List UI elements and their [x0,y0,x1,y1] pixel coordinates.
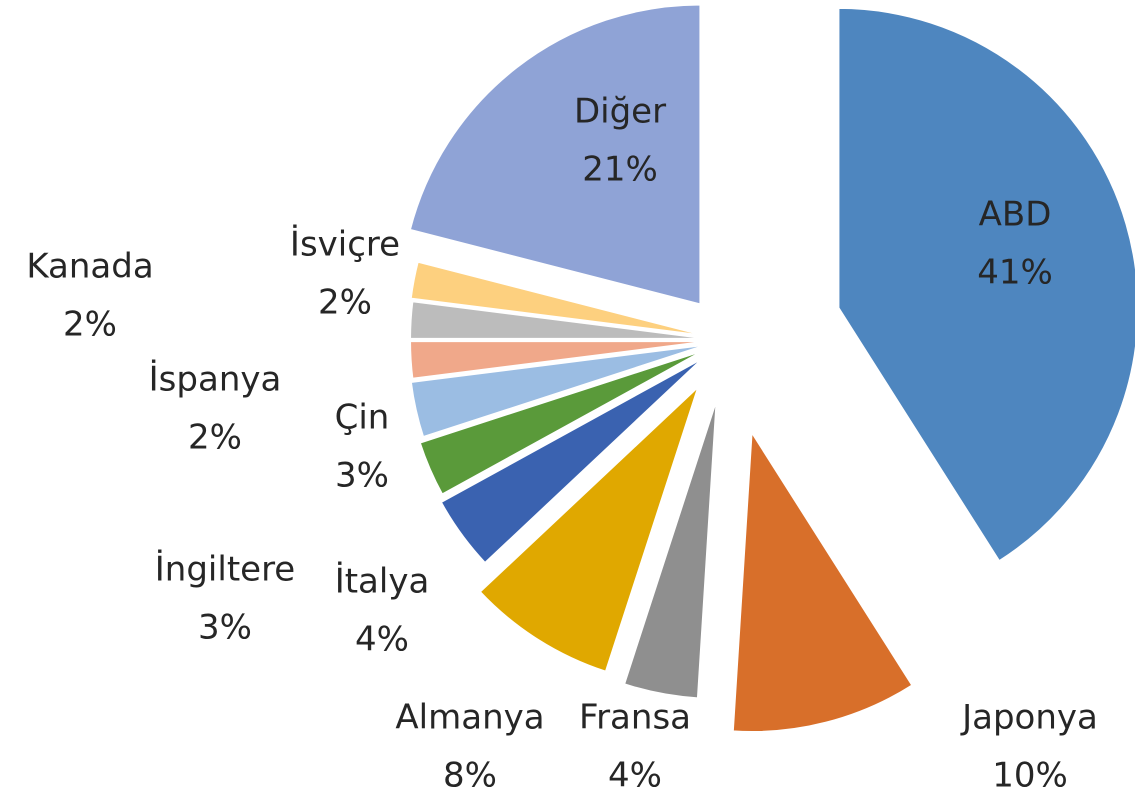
slice-label: Çin [335,398,390,438]
slice-value-label: 41% [977,253,1053,293]
pie-slice [409,260,709,338]
pie-slice [478,385,700,674]
pie-slice [408,3,702,306]
pie-slice [409,343,709,439]
slice-value-label: 3% [198,608,252,648]
pie-slice [731,428,914,733]
pie-slice [439,356,705,565]
slice-label: Japonya [960,698,1098,738]
slice-label: Kanada [26,247,153,287]
pie-slice [622,398,718,700]
slice-label: Diğer [574,92,666,132]
slice-label: ABD [979,195,1052,235]
slice-value-label: 8% [443,756,497,796]
slice-value-label: 2% [63,305,117,345]
slice-value-label: 3% [335,456,389,496]
slice-value-label: 21% [582,150,658,190]
pie-slice [409,340,711,380]
slice-label: İspanya [149,360,282,400]
slice-label: İngiltere [155,550,295,590]
pie-slice [409,300,711,340]
slice-value-label: 2% [318,283,372,323]
slice-label: Fransa [579,698,691,738]
slice-value-label: 4% [608,756,662,796]
slice-label: İtalya [335,562,430,602]
pie-slice [418,348,706,496]
slice-value-label: 10% [992,756,1068,796]
pie-slice [837,6,1135,563]
slice-label: Almanya [395,698,544,738]
slice-value-label: 4% [355,620,409,660]
slice-value-label: 2% [188,418,242,458]
slice-label: İsviçre [290,225,400,265]
